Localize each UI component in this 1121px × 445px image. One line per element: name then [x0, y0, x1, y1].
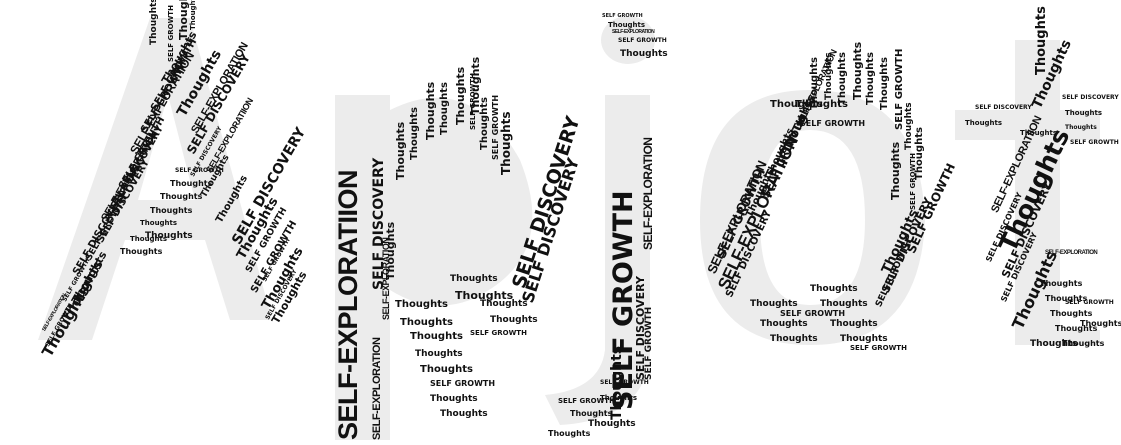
letter-a-shape [38, 18, 272, 340]
cloud-word: Thoughts [1040, 279, 1083, 288]
cloud-word: Thoughts [820, 299, 868, 309]
cloud-word: Thoughts [1045, 294, 1088, 303]
cloud-word: SELF-EXPLORATION [381, 237, 391, 320]
cloud-word: Thoughts [548, 429, 591, 438]
cloud-word: Thoughts [410, 331, 463, 342]
cloud-word: Thoughts [600, 394, 638, 402]
cloud-word: Thoughts [879, 57, 890, 110]
cloud-word: SELF GROWTH [167, 5, 175, 62]
cloud-word: Thoughts [499, 111, 513, 175]
cloud-word: Thoughts [824, 52, 834, 100]
cloud-word: SELF-EXPLORATIION [333, 169, 363, 440]
cloud-word: Thoughts [420, 364, 473, 375]
cloud-word: Thoughts [440, 409, 488, 419]
cloud-word: Thoughts [409, 107, 420, 160]
cloud-word: Thoughts [830, 319, 878, 329]
cloud-word: Thoughts [770, 334, 818, 344]
cloud-word: Thoughts [840, 334, 888, 344]
cloud-word: Thoughts [1062, 339, 1105, 348]
cloud-word: Thoughts [400, 317, 453, 328]
cloud-word: Thoughts [750, 299, 798, 309]
cloud-word: Thoughts [851, 41, 864, 100]
cloud-word: Thoughts [480, 299, 528, 309]
cloud-word: SELF-EXPLORATION [1045, 250, 1098, 256]
cloud-word: Thoughts [177, 0, 190, 40]
cloud-word: Thoughts [620, 49, 668, 59]
cloud-word: Thoughts [965, 119, 1003, 127]
cloud-word: SELF-EXPLORATION [641, 137, 655, 250]
cloud-word: Thoughts [760, 319, 808, 329]
cloud-word: Thoughts [904, 102, 914, 150]
cloud-word: Thoughts [1030, 339, 1078, 349]
cloud-word: Thoughts [1034, 6, 1049, 75]
cloud-word: Thoughts [430, 394, 478, 404]
cloud-word: SELF GROWTH [175, 167, 224, 174]
cloud-word: Thoughts [454, 66, 467, 125]
cloud-word: SELF GROWTH [850, 344, 907, 352]
cloud-word: SELF-EXPLORATION [371, 337, 383, 440]
cloud-word: Thoughts [450, 274, 498, 284]
cloud-word: Thoughts [130, 235, 168, 243]
cloud-word: SELF GROWTH [780, 309, 846, 318]
cloud-word: SELF DISCOVERY [975, 104, 1032, 111]
cloud-word: SELF GROWTH [600, 379, 649, 386]
cloud-word: Thoughts [170, 179, 213, 188]
cloud-word: SELF GROWTH [800, 119, 866, 128]
cloud-word: SELF DISCOVERY [1062, 94, 1119, 101]
cloud-word: SELF GROWTH [470, 329, 527, 337]
cloud-word: Thoughts [1020, 129, 1058, 137]
letter-o-shape [700, 90, 925, 345]
cloud-word: Thoughts [570, 409, 613, 418]
cloud-word: Thoughts [120, 247, 163, 256]
cloud-word: Thoughts [140, 219, 178, 227]
cloud-word: SELF GROWTH [602, 13, 643, 19]
cloud-word: Thoughts [1065, 124, 1097, 131]
cloud-word: Thoughts [150, 206, 193, 215]
cloud-word: SELF GROWTH [909, 153, 917, 210]
cloud-word: Thoughts [770, 99, 823, 110]
cloud-word: Thoughts [189, 0, 197, 30]
cloud-word: Thoughts [1080, 319, 1121, 328]
cloud-word: Thoughts [455, 289, 514, 302]
letter-t-shape [955, 40, 1100, 345]
cloud-word: Thoughts [810, 284, 858, 294]
cloud-word: SELF GROWTH [430, 379, 496, 388]
cloud-word: Thoughts [490, 315, 538, 325]
cloud-word: Thoughts [865, 52, 876, 105]
letter-p-shape [335, 95, 533, 440]
cloud-word: Thoughts [395, 299, 448, 310]
cloud-word: Thoughts [424, 81, 437, 140]
cloud-word: Thoughts [394, 121, 407, 180]
cloud-word: SELF GROWTH [558, 397, 615, 405]
cloud-word: Thoughts [608, 21, 646, 29]
cloud-word: Thoughts [1065, 109, 1103, 117]
letter-j-dot [601, 16, 655, 64]
cloud-word: SELF GROWTH [618, 37, 667, 44]
cloud-word: Thoughts [469, 56, 482, 115]
cloud-word: Thoughts [415, 349, 463, 359]
cloud-word: SELF GROWTH [1070, 139, 1119, 146]
cloud-word: Thoughts [149, 0, 159, 45]
cloud-word: Thoughts [889, 141, 902, 200]
cloud-word: Thoughts [439, 82, 450, 135]
cloud-word: Thoughts [1055, 324, 1098, 333]
cloud-word: SELF GROWTH [644, 306, 654, 380]
cloud-word: Thoughts [837, 52, 848, 105]
cloud-word: Thoughts [588, 419, 636, 429]
cloud-word: SELF GROWTH [1065, 299, 1114, 306]
cloud-word: Thoughts [795, 99, 848, 110]
cloud-word: Thoughts [1050, 309, 1093, 318]
cloud-word: Thoughts [160, 192, 203, 201]
cloud-word: Thoughts [145, 231, 193, 241]
cloud-word: SELF-EXPLORATION [612, 29, 655, 35]
letter-j-shape [545, 95, 650, 425]
